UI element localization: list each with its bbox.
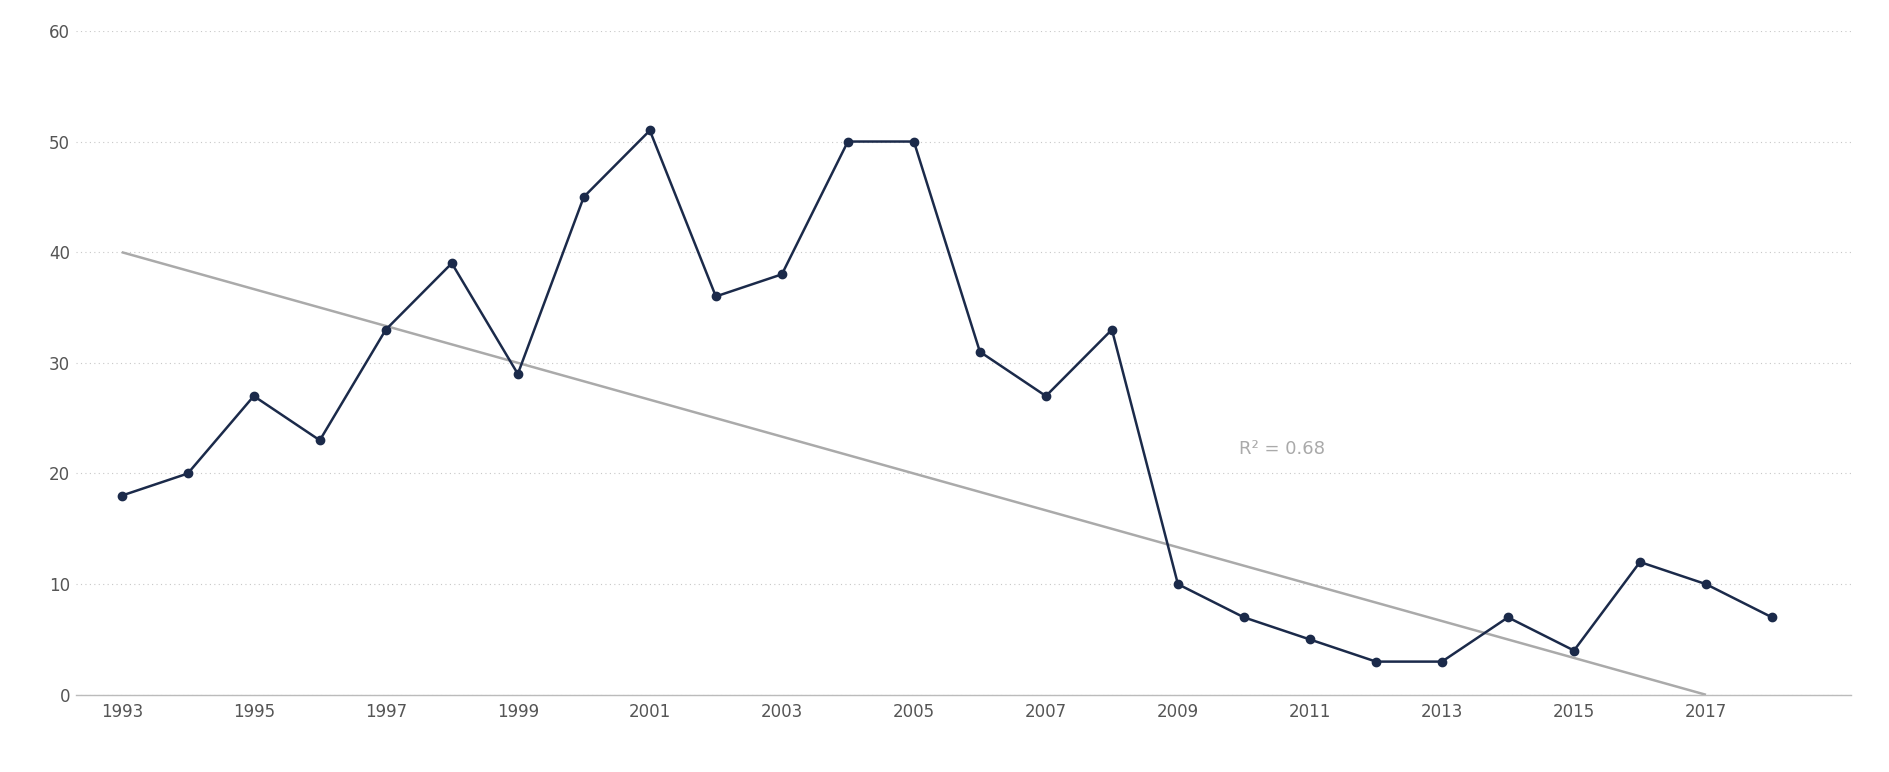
Text: R² = 0.68: R² = 0.68 (1239, 440, 1324, 458)
